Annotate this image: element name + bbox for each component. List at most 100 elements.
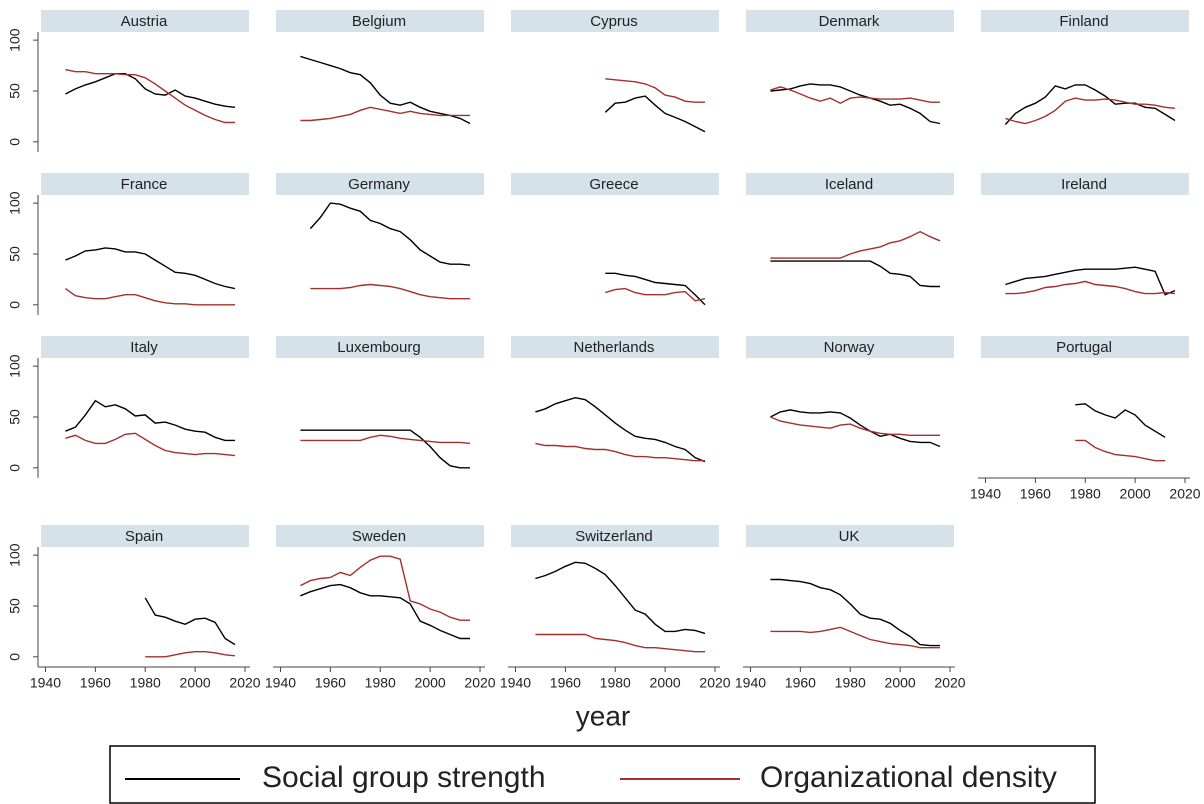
panel-header [746,173,954,195]
panel-header [511,336,719,358]
series-line [770,230,941,259]
x-tick-label: 2000 [415,675,446,691]
series-line [770,260,940,288]
series-line [300,106,470,122]
series-line [1005,266,1176,296]
x-tick-label: 1980 [600,675,631,691]
panel-header [746,525,954,547]
panel-header [981,173,1189,195]
x-tick-label: 2020 [1169,486,1200,502]
series-line [605,272,706,306]
series-line [770,86,940,104]
series-line [300,434,471,445]
panel-header [41,173,249,195]
panel-title: Greece [589,176,638,193]
x-tick-label: 1940 [30,675,61,691]
series-line [300,555,470,621]
panel-header [276,336,484,358]
panel-title: Norway [824,339,875,356]
panel-header [981,10,1189,32]
x-axis-label: year [576,700,630,731]
y-tick-label: 0 [7,301,23,309]
x-tick-label: 2020 [229,675,260,691]
panel-header [276,10,484,32]
panel-title: France [121,176,168,193]
panel-title: Netherlands [574,339,655,356]
series-line [770,409,941,448]
series-line [65,399,235,442]
panel-title: Cyprus [590,13,638,30]
panel-header [511,10,719,32]
series-line [144,597,236,646]
x-tick-label: 1980 [835,675,866,691]
series-line [65,73,236,108]
series-line [535,442,705,462]
series-line [300,583,470,640]
panel-title: Denmark [819,13,880,30]
y-tick-label: 100 [7,191,23,215]
series-line [535,633,705,653]
series-line [1005,97,1176,125]
panel-header [746,336,954,358]
x-tick-label: 1960 [1020,486,1051,502]
y-tick-label: 50 [7,409,23,425]
panel-title: Finland [1059,13,1108,30]
panel-title: Iceland [825,176,873,193]
panel-title: Spain [125,528,163,545]
panel-header [41,525,249,547]
y-tick-label: 0 [7,138,23,146]
y-tick-label: 0 [7,464,23,472]
series-line [300,55,471,125]
panel-title: Germany [348,176,410,193]
panel-header [511,525,719,547]
x-tick-label: 1960 [315,675,346,691]
panel-header [276,525,484,547]
y-tick-label: 50 [7,83,23,99]
x-tick-label: 1960 [80,675,111,691]
x-tick-label: 1940 [735,675,766,691]
x-tick-label: 1940 [265,675,296,691]
panel-header [41,336,249,358]
x-tick-label: 2000 [650,675,681,691]
panel-title: UK [839,528,860,545]
panel-title: Austria [121,13,168,30]
x-tick-label: 2020 [464,675,495,691]
panel-title: Luxembourg [337,339,420,356]
series-line [309,202,471,266]
series-line [310,283,470,300]
series-line [300,429,470,469]
panel-title: Ireland [1061,176,1107,193]
x-tick-label: 1980 [130,675,161,691]
panel-title: Belgium [352,13,406,30]
x-tick-label: 2000 [885,675,916,691]
series-line [770,578,940,647]
panel-header [276,173,484,195]
legend-label: Organizational density [760,761,1057,794]
x-tick-label: 1980 [365,675,396,691]
y-tick-label: 100 [7,543,23,567]
y-tick-label: 100 [7,354,23,378]
series-line [1005,280,1176,295]
panel-header [41,10,249,32]
series-line [1004,84,1176,125]
x-tick-label: 1960 [550,675,581,691]
series-line [1075,403,1166,438]
series-line [535,396,706,463]
panel-header [746,10,954,32]
y-tick-label: 100 [7,28,23,52]
panel-title: Switzerland [575,528,653,545]
series-line [65,68,235,124]
series-line [770,626,940,649]
panel-title: Italy [130,339,158,356]
series-line [770,83,941,125]
series-line [605,78,705,103]
panel-title: Sweden [352,528,406,545]
x-tick-label: 1940 [500,675,531,691]
x-tick-label: 2000 [1120,486,1151,502]
legend-box [109,745,1096,804]
panel-header [511,173,719,195]
series-line [65,247,236,290]
series-line [535,561,706,635]
panel-header [981,336,1189,358]
